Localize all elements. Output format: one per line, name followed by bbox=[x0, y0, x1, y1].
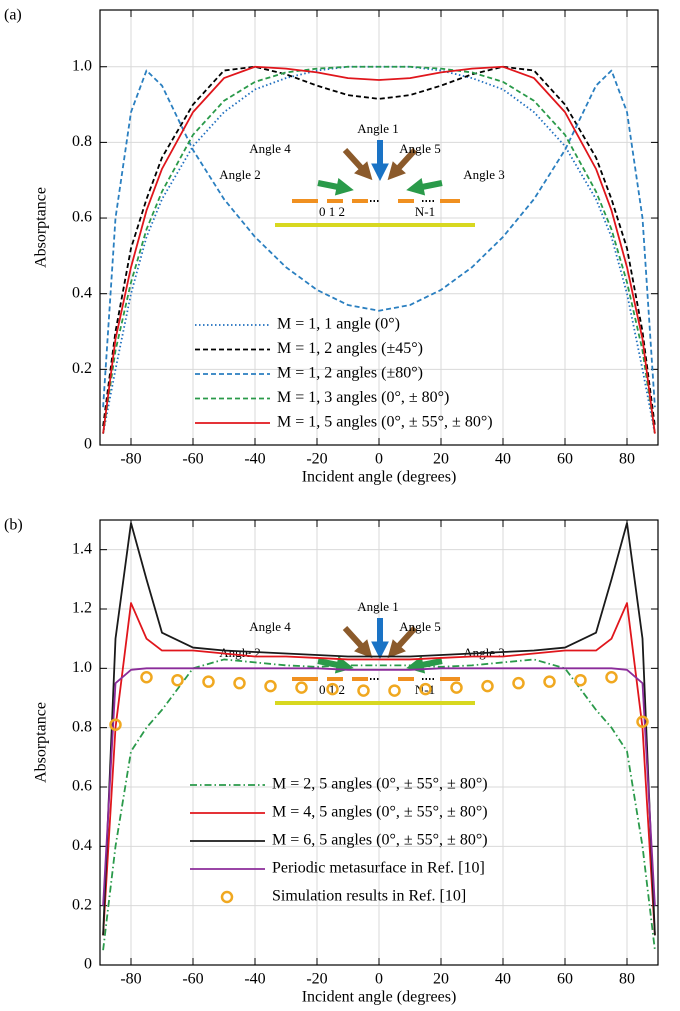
x-tick-label: -40 bbox=[244, 451, 265, 468]
series-line bbox=[102, 667, 656, 906]
legend-label: M = 1, 3 angles (0°, ± 80°) bbox=[277, 389, 449, 406]
data-point bbox=[605, 670, 618, 684]
x-axis-title: Incident angle (degrees) bbox=[302, 989, 457, 1006]
x-tick-label: 20 bbox=[433, 971, 449, 988]
data-point bbox=[295, 681, 308, 694]
inset-label: Angle 5 bbox=[399, 141, 441, 156]
data-point bbox=[450, 681, 463, 694]
arrow-head bbox=[354, 639, 373, 659]
arrow-head bbox=[354, 161, 373, 181]
plot-frame bbox=[99, 519, 659, 966]
x-tick-label: -80 bbox=[120, 971, 141, 988]
inset-label: N-1 bbox=[415, 204, 435, 219]
inset-label: 0 1 2 bbox=[319, 204, 345, 219]
series-line bbox=[102, 65, 656, 434]
legend-label: M = 1, 2 angles (±45°) bbox=[277, 340, 423, 357]
legend-label: Periodic metasurface in Ref. [10] bbox=[272, 860, 485, 877]
y-axis-title: Absorptance bbox=[33, 702, 50, 783]
arrow-head bbox=[371, 641, 389, 659]
y-tick-label: 0.8 bbox=[72, 133, 92, 150]
data-point bbox=[388, 684, 401, 697]
inset-label: Angle 2 bbox=[219, 167, 261, 182]
x-tick-label: -40 bbox=[244, 971, 265, 988]
inset-label: Angle 1 bbox=[357, 599, 399, 614]
y-tick-label: 0.6 bbox=[72, 209, 92, 226]
inset-label: 0 1 2 bbox=[319, 682, 345, 697]
data-point bbox=[264, 679, 277, 693]
legend-label: M = 1, 2 angles (±80°) bbox=[277, 365, 423, 382]
legend-label: M = 2, 5 angles (0°, ± 55°, ± 80°) bbox=[272, 776, 488, 793]
legend-label: Simulation results in Ref. [10] bbox=[272, 888, 466, 905]
data-point bbox=[171, 673, 184, 687]
x-tick-label: 60 bbox=[557, 451, 573, 468]
y-tick-label: 0 bbox=[84, 956, 92, 973]
data-point bbox=[202, 675, 215, 688]
x-tick-label: 40 bbox=[495, 451, 511, 468]
legend-label: M = 6, 5 angles (0°, ± 55°, ± 80°) bbox=[272, 832, 488, 849]
data-point bbox=[326, 682, 339, 696]
arrow-head bbox=[371, 163, 389, 181]
legend-label: M = 1, 1 angle (0°) bbox=[277, 316, 400, 333]
series-line bbox=[102, 65, 656, 434]
y-tick-label: 0.4 bbox=[72, 284, 92, 301]
legend-label: M = 1, 5 angles (0°, ± 55°, ± 80°) bbox=[277, 414, 493, 431]
data-point bbox=[109, 718, 122, 731]
inset-label: Angle 1 bbox=[357, 121, 399, 136]
x-axis-title: Incident angle (degrees) bbox=[302, 469, 457, 486]
legend-marker bbox=[220, 890, 234, 904]
data-point bbox=[140, 670, 153, 684]
data-point bbox=[512, 676, 525, 690]
x-tick-label: 40 bbox=[495, 971, 511, 988]
y-tick-label: 1.0 bbox=[72, 659, 92, 676]
x-tick-label: 60 bbox=[557, 971, 573, 988]
data-point bbox=[357, 684, 370, 697]
y-tick-label: 1.0 bbox=[72, 57, 92, 74]
inset-label: Angle 5 bbox=[399, 619, 441, 634]
y-tick-label: 0.2 bbox=[72, 896, 92, 913]
inset-label: Angle 4 bbox=[249, 141, 291, 156]
x-tick-label: -20 bbox=[306, 971, 327, 988]
x-tick-label: -60 bbox=[182, 451, 203, 468]
x-tick-label: 80 bbox=[619, 971, 635, 988]
y-tick-label: 0.8 bbox=[72, 718, 92, 735]
data-point bbox=[419, 682, 432, 696]
data-point bbox=[636, 715, 649, 728]
series-line bbox=[102, 602, 656, 936]
panel-label: (b) bbox=[4, 517, 23, 534]
y-tick-label: 1.2 bbox=[72, 600, 92, 617]
series-line bbox=[102, 522, 656, 936]
series-line bbox=[102, 65, 656, 427]
arrow-head bbox=[406, 178, 426, 196]
y-tick-label: 0.6 bbox=[72, 778, 92, 795]
y-tick-label: 0 bbox=[84, 436, 92, 453]
x-tick-label: 80 bbox=[619, 451, 635, 468]
data-point bbox=[543, 675, 556, 688]
legend-label: M = 4, 5 angles (0°, ± 55°, ± 80°) bbox=[272, 804, 488, 821]
x-tick-label: -20 bbox=[306, 451, 327, 468]
arrow-head bbox=[334, 178, 354, 196]
y-tick-label: 1.4 bbox=[72, 540, 92, 557]
x-tick-label: -80 bbox=[120, 451, 141, 468]
panel-label: (a) bbox=[4, 7, 22, 24]
arrow-head bbox=[387, 639, 406, 659]
inset-label: Angle 3 bbox=[463, 167, 505, 182]
data-point bbox=[574, 673, 587, 687]
series-line bbox=[102, 65, 656, 434]
data-point bbox=[481, 679, 494, 693]
x-tick-label: -60 bbox=[182, 971, 203, 988]
x-tick-label: 20 bbox=[433, 451, 449, 468]
arrow-head bbox=[387, 161, 406, 181]
y-tick-label: 0.2 bbox=[72, 360, 92, 377]
data-point bbox=[233, 676, 246, 690]
x-tick-label: 0 bbox=[375, 971, 383, 988]
series-line bbox=[102, 69, 656, 408]
plot-frame bbox=[99, 9, 659, 446]
y-tick-label: 0.4 bbox=[72, 837, 92, 854]
inset-label: Angle 4 bbox=[249, 619, 291, 634]
y-axis-title: Absorptance bbox=[33, 187, 50, 268]
x-tick-label: 0 bbox=[375, 451, 383, 468]
